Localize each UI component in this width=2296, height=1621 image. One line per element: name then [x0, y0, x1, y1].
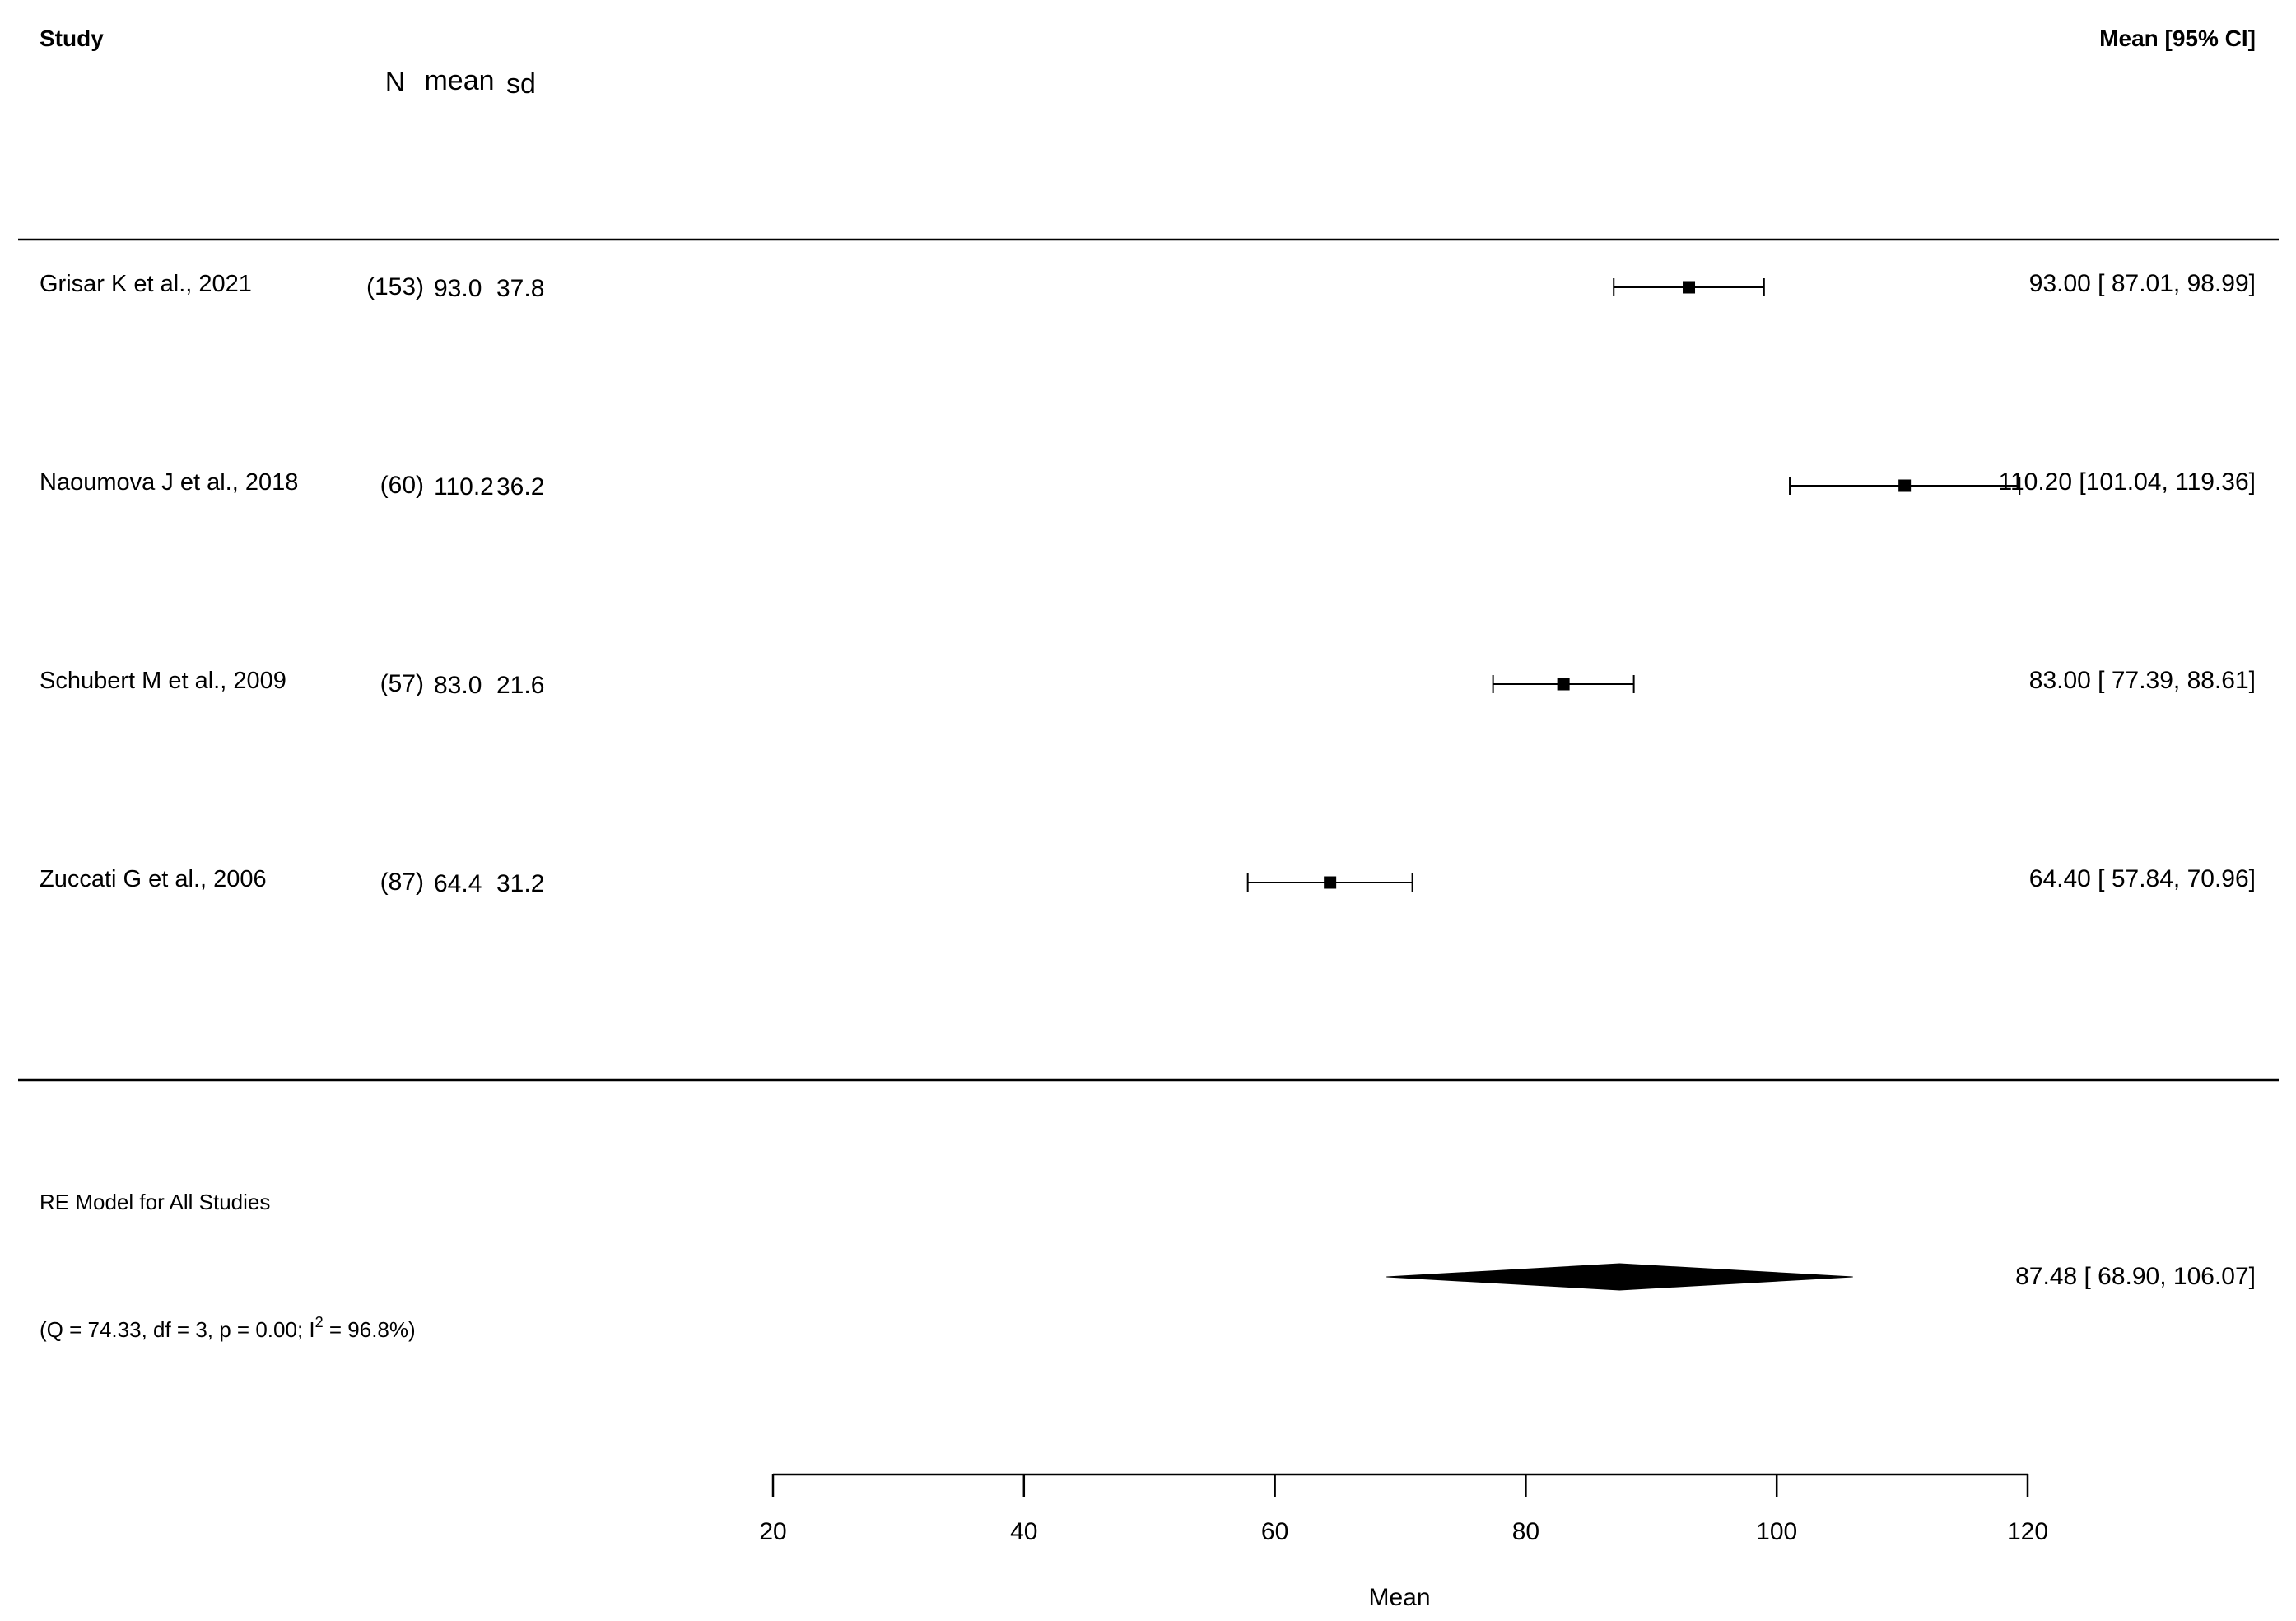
x-axis: 20 40 60 80 100 120	[759, 1473, 2048, 1545]
study-label: Grisar K et al., 2021	[40, 271, 252, 297]
study-estimate-text: 110.20 [101.04, 119.36]	[1999, 468, 2256, 496]
study-sd: 21.6	[496, 672, 544, 699]
study-estimate-text: 93.00 [ 87.01, 98.99]	[2029, 270, 2256, 297]
heterogeneity-stats: (Q = 74.33, df = 3, p = 0.00; I2 = 96.8%…	[40, 1314, 416, 1342]
study-column-header: Study	[40, 26, 104, 51]
study-sd: 36.2	[496, 473, 544, 501]
sd-column-header: sd	[506, 68, 536, 100]
summary-estimate-text: 87.48 [ 68.90, 106.07]	[2015, 1263, 2256, 1290]
x-tick-label: 100	[1756, 1518, 1797, 1545]
study-rows: Grisar K et al., 2021 (153) 93.0 37.8 93.00 …	[40, 270, 2256, 897]
x-axis-label: Mean	[1368, 1584, 1430, 1611]
study-label: Zuccati G et al., 2006	[40, 866, 267, 892]
study-mean: 93.0	[434, 275, 482, 302]
study-mean: 110.2	[434, 473, 494, 501]
study-estimate-text: 64.40 [ 57.84, 70.96]	[2029, 865, 2256, 892]
x-tick-label: 80	[1512, 1518, 1539, 1545]
point-estimate-square	[1683, 281, 1696, 294]
study-row: Naoumova J et al., 2018 (60) 110.2 36.2 110.…	[40, 468, 2256, 501]
estimate-column-header: Mean [95% CI]	[2099, 26, 2256, 51]
study-row: Schubert M et al., 2009 (57) 83.0 21.6 83.00…	[40, 667, 2256, 699]
point-estimate-square	[1324, 876, 1337, 889]
summary-diamond	[1386, 1263, 1853, 1291]
study-row: Grisar K et al., 2021 (153) 93.0 37.8 93.00 …	[40, 270, 2256, 302]
x-tick-label: 120	[2007, 1518, 2048, 1545]
x-tick-label: 60	[1261, 1518, 1288, 1545]
x-tick-label: 20	[759, 1518, 786, 1545]
n-column-header: N	[385, 67, 406, 98]
study-n: (60)	[380, 472, 424, 499]
study-label: Schubert M et al., 2009	[40, 668, 286, 694]
study-sd: 31.2	[496, 870, 544, 897]
study-label: Naoumova J et al., 2018	[40, 469, 298, 496]
study-n: (87)	[380, 869, 424, 896]
x-tick-label: 40	[1010, 1518, 1037, 1545]
study-n: (153)	[366, 273, 424, 300]
study-mean: 83.0	[434, 672, 482, 699]
study-row: Zuccati G et al., 2006 (87) 64.4 31.2 64.40 …	[40, 865, 2256, 897]
point-estimate-square	[1898, 479, 1912, 492]
study-mean: 64.4	[434, 870, 482, 897]
mean-column-header: mean	[424, 65, 494, 96]
summary-label: RE Model for All Studies	[40, 1190, 270, 1214]
point-estimate-square	[1557, 678, 1570, 691]
study-sd: 37.8	[496, 275, 544, 302]
study-n: (57)	[380, 670, 424, 697]
study-estimate-text: 83.00 [ 77.39, 88.61]	[2029, 667, 2256, 694]
